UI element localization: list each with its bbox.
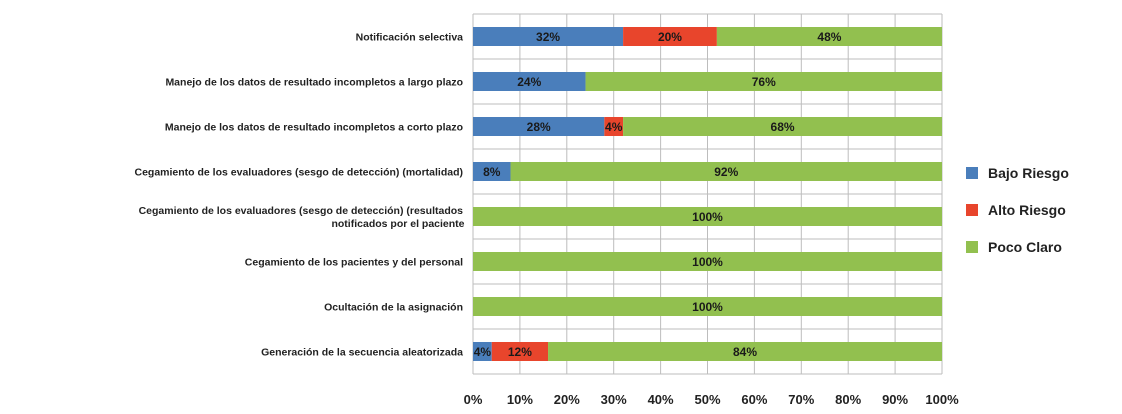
data-label: 24% — [517, 75, 541, 89]
data-label: 48% — [817, 30, 841, 44]
x-tick-label: 100% — [925, 392, 959, 407]
x-axis-ticks: 0% 10% 20% 30% 40% 50% 60% 70% 80% 90% 100% — [464, 392, 959, 407]
bar-segment — [623, 117, 942, 136]
x-tick-label: 70% — [788, 392, 814, 407]
data-label: 28% — [527, 120, 551, 134]
bar-segment — [491, 342, 549, 361]
category-label: Cegamiento de los evaluadores (sesgo de … — [135, 167, 464, 179]
data-label: 8% — [483, 165, 501, 179]
legend-swatch — [966, 241, 978, 253]
category-label: Notificación selectiva — [356, 32, 464, 44]
legend: Bajo Riesgo Alto Riesgo Poco Claro — [966, 165, 1069, 255]
x-tick-label: 10% — [507, 392, 533, 407]
bar-segment — [716, 27, 942, 46]
x-tick-label: 90% — [882, 392, 908, 407]
category-label: Ocultación de la asignación — [324, 302, 463, 314]
category-label: Manejo de los datos de resultado incompl… — [165, 122, 463, 134]
bar-segment — [473, 207, 942, 226]
category-labels: Notificación selectiva Manejo de los dato… — [135, 32, 465, 359]
data-label: 12% — [508, 345, 532, 359]
category-label: Generación de la secuencia aleatorizada — [261, 347, 463, 359]
data-label: 100% — [692, 300, 723, 314]
bar-segment — [604, 117, 624, 136]
data-label: 100% — [692, 210, 723, 224]
category-label: Manejo de los datos de resultado incompl… — [165, 77, 463, 89]
bar-segment — [473, 297, 942, 316]
legend-swatch — [966, 167, 978, 179]
bar-segment — [473, 252, 942, 271]
data-label: 92% — [714, 165, 738, 179]
bar-segment — [473, 117, 605, 136]
legend-swatch — [966, 204, 978, 216]
bar-segment — [510, 162, 942, 181]
bar-segment — [585, 72, 942, 91]
x-tick-label: 40% — [648, 392, 674, 407]
data-label: 4% — [474, 345, 492, 359]
data-label: 84% — [733, 345, 757, 359]
bar-segment — [473, 342, 492, 361]
legend-label: Bajo Riesgo — [988, 165, 1069, 181]
data-label: 68% — [771, 120, 795, 134]
legend-label: Poco Claro — [988, 239, 1062, 255]
bar-segment — [548, 342, 942, 361]
data-label: 20% — [658, 30, 682, 44]
data-label: 100% — [692, 255, 723, 269]
bar-segment — [473, 72, 586, 91]
category-label: Cegamiento de los evaluadores (sesgo de … — [139, 205, 465, 230]
x-tick-label: 80% — [835, 392, 861, 407]
bar-segment — [473, 162, 511, 181]
category-label: Cegamiento de los pacientes y del person… — [245, 257, 463, 269]
legend-label: Alto Riesgo — [988, 202, 1066, 218]
bar-segment — [623, 27, 717, 46]
x-tick-label: 0% — [464, 392, 483, 407]
bar-segment — [473, 27, 624, 46]
x-tick-label: 50% — [694, 392, 720, 407]
x-tick-label: 60% — [741, 392, 767, 407]
data-label: 4% — [605, 120, 623, 134]
bars: 32% 20% 48% 24% 76% 28% 4% 68% 8% 92% 100% 100% 100%… — [473, 27, 942, 361]
x-tick-label: 30% — [601, 392, 627, 407]
data-label: 76% — [752, 75, 776, 89]
data-label: 32% — [536, 30, 560, 44]
grid-lines — [472, 13, 943, 375]
x-tick-label: 20% — [554, 392, 580, 407]
